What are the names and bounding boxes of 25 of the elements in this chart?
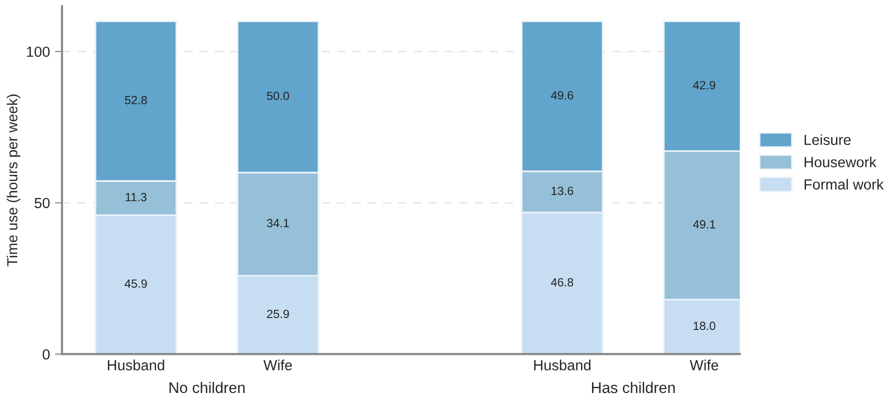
y-tick-label: 0: [42, 349, 50, 360]
y-tick-label: 50: [34, 198, 50, 208]
text: No children: [170, 382, 245, 394]
x-tick-label: Wife: [263, 360, 292, 370]
data-label: 49.6: [550, 91, 574, 100]
data-label: 34.1: [266, 218, 289, 228]
legend-label: Formal work: [804, 178, 884, 190]
data-label: 50.0: [266, 92, 290, 100]
data-label: 11.3: [126, 192, 146, 202]
x-tick-label: Husband: [108, 360, 164, 370]
y-axis-title: Time use (hours per week): [6, 94, 20, 266]
x-tick-label: Wife: [690, 360, 718, 370]
data-label: 18.0: [694, 322, 716, 330]
data-label: 46.8: [550, 278, 574, 286]
legend-label: Housework: [804, 156, 876, 168]
data-label: 42.9: [693, 80, 716, 90]
x-tick-label: Husband: [534, 360, 590, 370]
legend-label: Leisure: [804, 134, 851, 146]
y-tick-label: 100: [26, 46, 50, 57]
data-label: 45.9: [124, 279, 147, 288]
data-label: 25.9: [267, 310, 289, 318]
data-label: 13.6: [552, 186, 574, 196]
data-label: 52.8: [124, 96, 147, 104]
data-label: 49.1: [693, 220, 716, 229]
text: Has children: [592, 382, 675, 394]
